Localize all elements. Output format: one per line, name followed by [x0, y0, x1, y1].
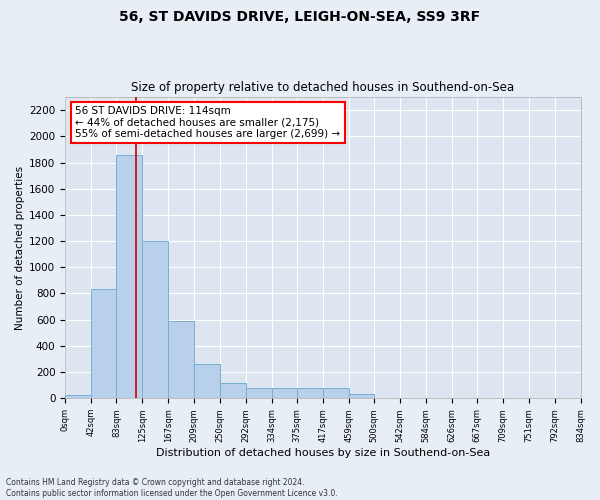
Bar [349, 394, 374, 398]
Bar [116, 156, 142, 398]
Bar [220, 382, 245, 398]
Bar [142, 241, 169, 398]
Y-axis label: Number of detached properties: Number of detached properties [15, 166, 25, 330]
Bar [169, 321, 194, 398]
Bar [297, 388, 323, 398]
Bar [323, 388, 349, 398]
Text: 56 ST DAVIDS DRIVE: 114sqm
← 44% of detached houses are smaller (2,175)
55% of s: 56 ST DAVIDS DRIVE: 114sqm ← 44% of deta… [76, 106, 341, 140]
Bar [65, 394, 91, 398]
X-axis label: Distribution of detached houses by size in Southend-on-Sea: Distribution of detached houses by size … [155, 448, 490, 458]
Text: Contains HM Land Registry data © Crown copyright and database right 2024.
Contai: Contains HM Land Registry data © Crown c… [6, 478, 338, 498]
Bar [194, 364, 220, 398]
Bar [91, 289, 116, 398]
Title: Size of property relative to detached houses in Southend-on-Sea: Size of property relative to detached ho… [131, 82, 514, 94]
Text: 56, ST DAVIDS DRIVE, LEIGH-ON-SEA, SS9 3RF: 56, ST DAVIDS DRIVE, LEIGH-ON-SEA, SS9 3… [119, 10, 481, 24]
Bar [272, 388, 297, 398]
Bar [245, 388, 272, 398]
